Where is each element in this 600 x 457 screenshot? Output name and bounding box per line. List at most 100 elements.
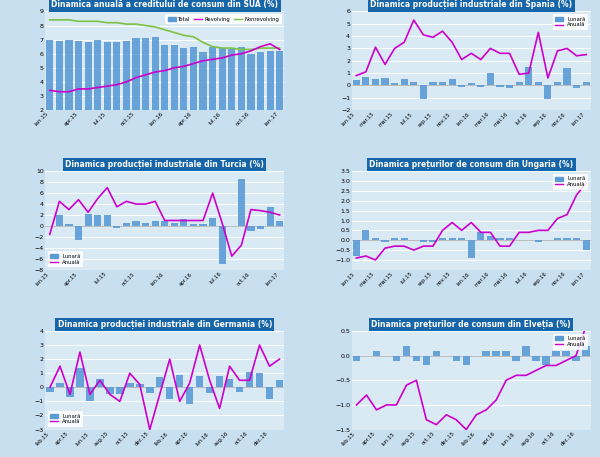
- Title: Dinamica producției industriale din Turcia (%): Dinamica producției industriale din Turc…: [65, 160, 264, 169]
- Bar: [116, 388, 124, 394]
- Bar: [430, 240, 437, 242]
- Bar: [403, 346, 410, 356]
- Bar: [506, 85, 513, 88]
- Legend: Total, Revolving, Nonrevolving: Total, Revolving, Nonrevolving: [165, 14, 282, 24]
- Bar: [382, 240, 389, 242]
- Bar: [582, 346, 590, 356]
- Bar: [420, 85, 427, 99]
- Bar: [372, 79, 379, 85]
- Bar: [238, 180, 245, 226]
- Bar: [535, 240, 542, 242]
- Bar: [563, 68, 571, 85]
- Bar: [583, 240, 590, 250]
- Bar: [46, 40, 53, 138]
- Bar: [226, 379, 233, 388]
- Bar: [113, 43, 121, 138]
- Bar: [76, 367, 83, 388]
- Bar: [487, 236, 494, 240]
- Bar: [65, 224, 73, 226]
- Bar: [353, 80, 360, 85]
- Bar: [467, 240, 475, 258]
- Bar: [554, 82, 561, 85]
- Bar: [583, 82, 590, 85]
- Bar: [199, 224, 206, 226]
- Legend: Lunară, Anuală: Lunară, Anuală: [47, 251, 83, 267]
- Bar: [373, 351, 380, 356]
- Bar: [156, 377, 163, 388]
- Bar: [449, 238, 455, 240]
- Bar: [493, 351, 500, 356]
- Bar: [477, 85, 484, 87]
- Bar: [523, 346, 530, 356]
- Bar: [482, 351, 490, 356]
- Bar: [75, 41, 82, 138]
- Bar: [554, 238, 561, 240]
- Bar: [133, 38, 140, 138]
- Title: Dinamica prețurilor de consum din Ungaria (%): Dinamica prețurilor de consum din Ungari…: [369, 160, 574, 169]
- Bar: [209, 218, 216, 226]
- Bar: [171, 45, 178, 138]
- Bar: [75, 226, 82, 239]
- Bar: [458, 85, 465, 87]
- Bar: [463, 356, 470, 366]
- Bar: [161, 221, 169, 226]
- Bar: [276, 51, 283, 138]
- Bar: [94, 215, 101, 226]
- Bar: [362, 230, 370, 240]
- Bar: [152, 221, 159, 226]
- Bar: [257, 52, 264, 138]
- Bar: [236, 388, 244, 392]
- Bar: [276, 380, 283, 388]
- Bar: [181, 48, 187, 138]
- Bar: [430, 82, 437, 85]
- Bar: [196, 376, 203, 388]
- Bar: [439, 238, 446, 240]
- Bar: [181, 219, 187, 226]
- Bar: [146, 388, 154, 393]
- Bar: [542, 356, 550, 366]
- Bar: [171, 223, 178, 226]
- Bar: [353, 356, 360, 361]
- Bar: [152, 37, 159, 138]
- Title: Dinamica producției industriale din Spania (%): Dinamica producției industriale din Span…: [370, 0, 572, 10]
- Bar: [56, 41, 63, 138]
- Bar: [512, 356, 520, 361]
- Bar: [562, 351, 570, 356]
- Bar: [391, 238, 398, 240]
- Bar: [247, 226, 254, 231]
- Bar: [142, 38, 149, 138]
- Bar: [123, 41, 130, 138]
- Bar: [266, 207, 274, 226]
- Bar: [85, 214, 92, 226]
- Bar: [136, 384, 143, 388]
- Bar: [256, 373, 263, 388]
- Bar: [266, 388, 273, 399]
- Title: Dinamica producției industriale din Germania (%): Dinamica producției industriale din Germ…: [58, 320, 272, 329]
- Bar: [126, 383, 134, 388]
- Bar: [502, 351, 510, 356]
- Bar: [458, 238, 465, 240]
- Bar: [496, 238, 503, 240]
- Bar: [353, 240, 360, 256]
- Legend: Lunară, Anuală: Lunară, Anuală: [553, 334, 589, 350]
- Bar: [532, 356, 540, 361]
- Bar: [392, 356, 400, 361]
- Bar: [413, 356, 420, 361]
- Bar: [166, 388, 173, 399]
- Bar: [65, 40, 73, 138]
- Bar: [372, 238, 379, 240]
- Bar: [209, 47, 216, 138]
- Legend: Lunară, Anuală: Lunară, Anuală: [553, 14, 589, 30]
- Bar: [66, 388, 74, 397]
- Bar: [199, 52, 206, 138]
- Title: Dinamica anuală a creditului de consum din SUA (%): Dinamica anuală a creditului de consum d…: [51, 0, 278, 9]
- Bar: [86, 388, 94, 401]
- Bar: [123, 223, 130, 226]
- Bar: [133, 221, 140, 226]
- Bar: [106, 388, 113, 394]
- Bar: [382, 78, 389, 85]
- Bar: [420, 240, 427, 242]
- Bar: [563, 238, 571, 240]
- Title: Dinamica prețurilor de consum din Elveția (%): Dinamica prețurilor de consum din Elveți…: [371, 320, 571, 329]
- Bar: [487, 73, 494, 85]
